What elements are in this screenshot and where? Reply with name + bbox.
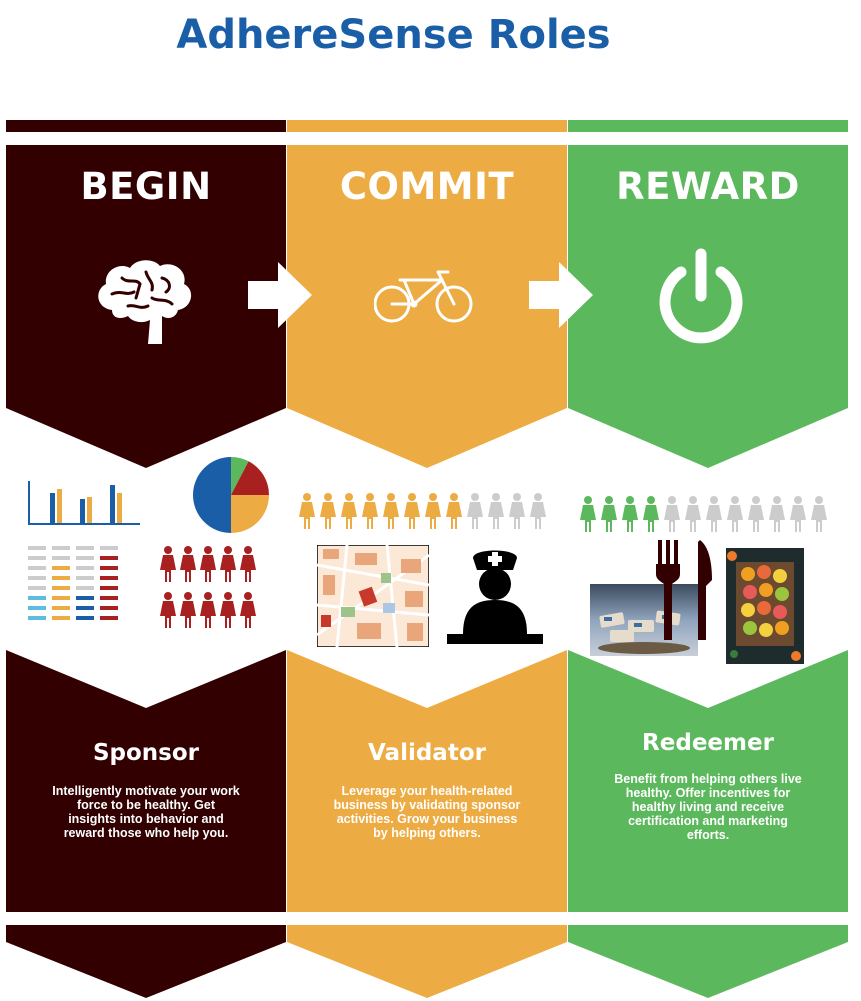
nurse-icon [447,550,543,644]
description-line: force to be healthy. Get [77,798,215,812]
arrow-right-icon [248,262,312,328]
description-line: efforts. [686,828,730,842]
commit-background [287,120,567,998]
reward-column: REWARD [568,0,848,1001]
description-line: activities. Grow your business [336,812,518,826]
power-icon [659,248,743,344]
people-group-icon [160,546,256,628]
begin-column: BEGIN [6,0,286,1001]
description-line: healthy living and receive [631,800,785,814]
commit-column: COMMIT [287,0,567,1001]
bar-chart-icon [28,481,140,525]
description-line: Intelligently motivate your work [52,784,240,798]
description-line: business by validating sponsor [333,798,521,812]
column-heading-reward: REWARD [616,165,800,208]
role-title-redeemer: Redeemer [642,730,774,756]
people-row-icon [299,493,546,529]
column-heading-commit: COMMIT [339,165,515,208]
city-map-image [317,545,429,647]
role-description-redeemer: Benefit from helping others live healthy… [588,772,828,842]
description-line: Benefit from helping others live [614,772,802,786]
people-row-icon [580,496,827,532]
description-line: insights into behavior and [68,812,224,826]
description-line: certification and marketing [628,814,788,828]
citrus-photo [726,548,804,664]
bicycle-icon [374,270,473,323]
page-title: AdhereSense Roles [176,12,611,58]
role-description-sponsor: Intelligently motivate your work force t… [26,784,266,840]
role-description-validator: Leverage your health-related business by… [307,784,547,840]
role-title-sponsor: Sponsor [92,740,200,766]
brain-icon [98,260,192,344]
description-line: by helping others. [373,826,481,840]
description-line: healthy. Offer incentives for [625,786,791,800]
pie-chart-icon [193,457,269,533]
role-title-validator: Validator [368,740,486,766]
description-line: reward those who help you. [63,826,229,840]
fork-knife-icon [656,540,712,640]
column-heading-begin: BEGIN [80,165,212,208]
arrow-right-icon [529,262,593,328]
description-line: Leverage your health-related [341,784,513,798]
snack-photo [590,584,698,656]
reward-background [568,120,848,998]
table-grid-icon [28,546,118,620]
